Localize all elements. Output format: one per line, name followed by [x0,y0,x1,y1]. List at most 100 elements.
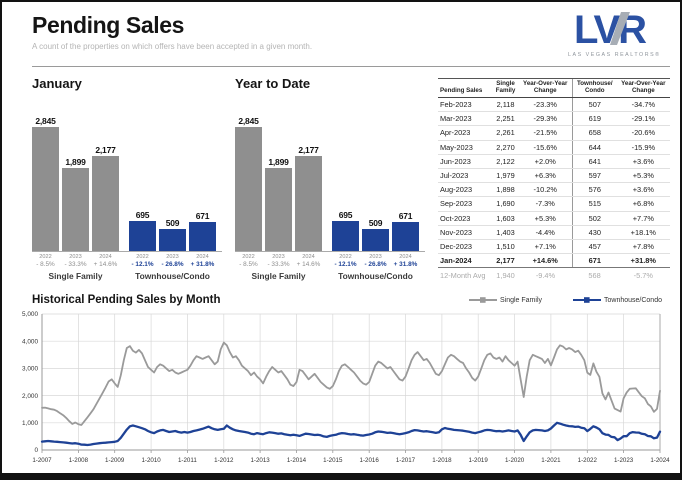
table-cell: -21.5% [518,125,573,141]
year-label: 2023 [166,254,179,260]
svg-text:1-2023: 1-2023 [614,457,634,464]
pending-sales-table-wrap: Pending Sales Single Family Year-Over-Year… [438,75,674,282]
content-row: January 2,845 1,899 2,177 695 509 671 2022 2023… [2,67,680,282]
table-cell: Jul-2023 [438,168,493,184]
table-cell: -9.4% [535,271,556,281]
table-cell: -34.7% [616,97,670,113]
table-cell: 1,510 [492,239,519,255]
table-cell: 1,979 [492,168,519,184]
year-label: 2022 [136,254,149,260]
pct-change-label: + 31.8% [393,261,418,268]
year-label: 2024 [196,254,209,260]
table-cell: +14.6% [518,253,573,269]
legend-item-townhouse-condo: Townhouse/Condo [572,296,662,304]
table-cell: +3.6% [616,182,670,198]
header-text: Pending Sales A count of the properties … [32,9,312,58]
header: Pending Sales A count of the properties … [2,2,680,58]
legend-label-single-family: Single Family [499,296,542,304]
legend: Single Family Townhouse/Condo [468,296,662,304]
bar-group: 2,845 1,899 2,177 [32,115,119,251]
table-header-cell: Pending Sales [438,78,493,98]
table-header-cell: Year-Over-Year Change [616,78,670,98]
table-cell: -5.7% [633,271,653,281]
table-cell: 671 [571,253,617,269]
svg-text:4,000: 4,000 [22,339,38,346]
bar: 509 [362,218,389,251]
lvr-logo-icon: LVR [574,8,649,52]
table-cell: 644 [571,140,617,155]
bar-rect [332,220,359,251]
bar-value-label: 1,899 [268,156,289,167]
group-label: Single Family [251,271,306,281]
svg-text:1-2012: 1-2012 [214,457,234,464]
table-head: Pending Sales Single Family Year-Over-Year… [438,78,670,98]
table-cell: 2,177 [492,253,519,269]
pct-change-label: - 8.5% [239,261,258,268]
svg-text:1-2007: 1-2007 [32,457,52,464]
svg-text:1-2013: 1-2013 [250,457,270,464]
january-chart-title: January [32,76,82,91]
table-avg-row: 12-Month Avg 1,940 -9.4% 568 -5.7% [438,268,670,283]
table-row: Apr-2023 2,261 -21.5% 658 -20.6% [438,125,670,141]
table-cell: 1,940 [496,271,515,281]
table-cell: +6.8% [616,196,670,212]
year-label: 2024 [399,254,412,260]
svg-text:1-2022: 1-2022 [578,457,598,464]
table-header-cell: Single Family [492,78,519,98]
table-cell: 1,603 [492,211,519,226]
bar-value-label: 1,899 [65,156,86,167]
table-cell: -10.2% [518,182,573,198]
svg-text:1-2021: 1-2021 [541,457,561,464]
historical-header: Historical Pending Sales by Month Single… [10,294,672,306]
pct-label-group: - 12.1% - 26.8% + 31.8% [129,261,216,268]
year-label-group: 2022 2023 2024 [129,252,216,260]
table-cell: 568 [588,271,601,281]
page-title: Pending Sales [32,12,185,38]
table-cell: 2,122 [492,154,519,169]
year-label: 2023 [272,254,285,260]
table-cell: 502 [571,211,617,226]
bar-value-label: 695 [135,209,150,220]
svg-text:0: 0 [34,448,38,455]
table-cell: Jan-2024 [438,253,493,269]
bar-value-label: 671 [195,210,210,221]
bar: 2,177 [92,145,119,251]
bar: 695 [332,210,359,251]
bar-value-label: 2,177 [298,144,319,155]
names-row: Single Family Townhouse/Condo [235,271,425,281]
table-header-cell: Year-Over-Year Change [518,78,573,98]
table-row: Oct-2023 1,603 +5.3% 502 +7.7% [438,211,670,226]
table-header-cell: Townhouse/ Condo [571,78,617,98]
bar-rect [159,228,186,251]
table-cell: -20.6% [616,125,670,141]
page-subtitle: A count of the properties on which offer… [32,42,313,51]
years-row: 2022 2023 2024 2022 2023 2024 [235,252,425,260]
table-cell: -29.1% [616,111,670,127]
bar-value-label: 695 [338,209,353,220]
table-cell: 457 [571,239,617,255]
svg-text:2,000: 2,000 [22,393,38,400]
january-bar-chart: January 2,845 1,899 2,177 695 509 671 2022 2023… [32,75,222,282]
bar-value-label: 2,845 [238,115,259,126]
svg-text:1,000: 1,000 [22,420,38,427]
legend-item-single-family: Single Family [468,296,542,304]
bar-rect [92,155,119,251]
header-divider [32,66,670,67]
table-row: Jan-2024 2,177 +14.6% 671 +31.8% [438,253,670,269]
bar-rect [362,228,389,251]
bar-value-label: 2,845 [35,115,56,126]
year-label: 2023 [69,254,82,260]
svg-text:5,000: 5,000 [22,312,38,319]
year-label-group: 2022 2023 2024 [235,252,322,260]
table-cell: Sep-2023 [438,196,493,212]
svg-text:1-2019: 1-2019 [469,457,489,464]
table-row: Mar-2023 2,251 -29.3% 619 -29.1% [438,111,670,127]
bar-rect [62,167,89,251]
bars-row: 2,845 1,899 2,177 695 509 671 [235,104,425,252]
bar-value-label: 671 [398,210,413,221]
table-cell: Aug-2023 [438,182,493,198]
year-label: 2023 [369,254,382,260]
ytd-bar-chart: Year to Date 2,845 1,899 2,177 695 509 671 202… [235,75,425,282]
table-cell: -23.3% [518,97,573,113]
table-cell: 2,251 [492,111,519,127]
